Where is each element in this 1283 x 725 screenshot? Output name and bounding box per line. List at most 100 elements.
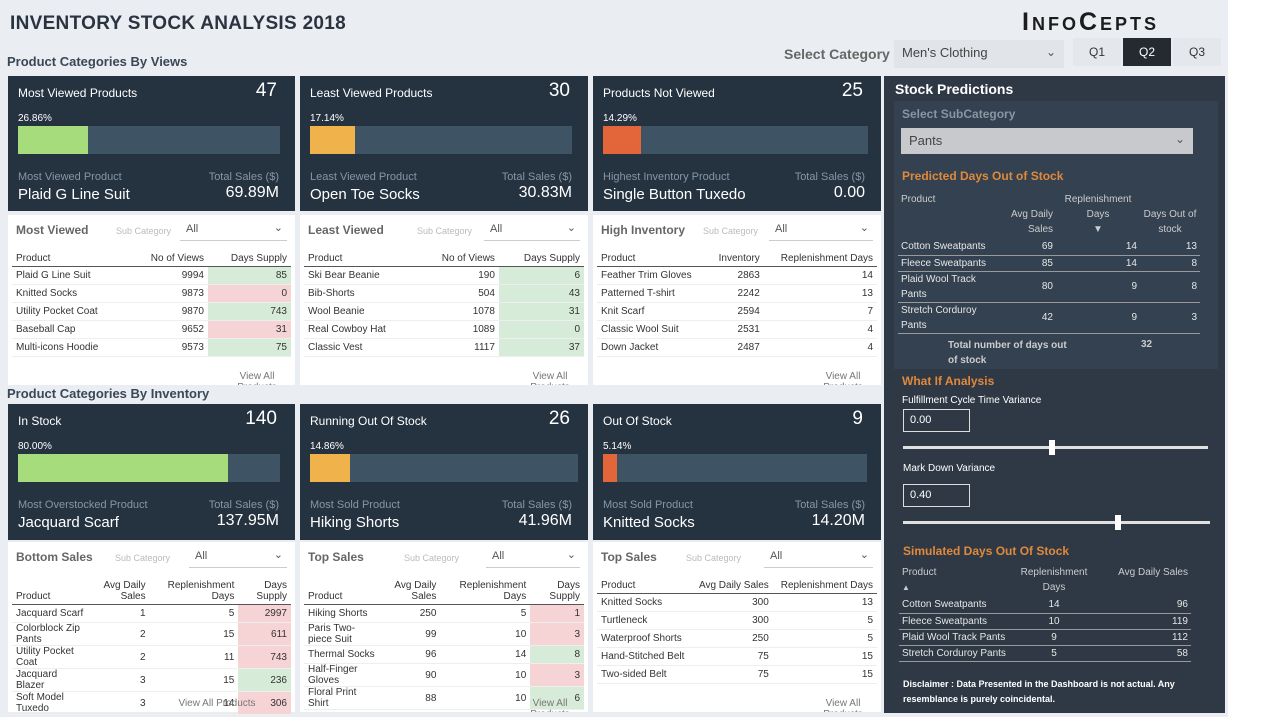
table-row[interactable]: Classic Vest 1117 37 bbox=[304, 338, 584, 357]
subcategory-dropdown[interactable]: Pants ⌄ bbox=[901, 128, 1193, 154]
col-header[interactable]: Product bbox=[12, 578, 92, 605]
table-row[interactable]: Stretch Corduroy Pants 5 58 bbox=[899, 645, 1191, 662]
col-header[interactable]: Replenishment Days bbox=[763, 251, 877, 267]
table-row[interactable]: Wool Beanie 1078 31 bbox=[304, 302, 584, 321]
col-header[interactable]: Product bbox=[304, 251, 418, 267]
table-row[interactable]: Down Jacket 2487 4 bbox=[597, 338, 877, 357]
sub-category-dropdown[interactable]: All ⌄ bbox=[769, 219, 873, 241]
chevron-down-icon: ⌄ bbox=[859, 222, 869, 234]
sub-category-dropdown[interactable]: All ⌄ bbox=[764, 546, 873, 568]
table-cell: 85 bbox=[207, 266, 291, 285]
table-row[interactable]: Classic Wool Suit 2531 4 bbox=[597, 320, 877, 339]
sub-category-dropdown[interactable]: All ⌄ bbox=[180, 219, 287, 241]
col-header[interactable]: Product bbox=[597, 251, 709, 267]
table-row[interactable]: Waterproof Shorts 250 5 bbox=[597, 629, 877, 648]
table-row[interactable]: Baseball Cap 9652 31 bbox=[12, 320, 291, 339]
table-row[interactable]: Jacquard Blazer 3 15 236 bbox=[12, 668, 291, 692]
table-row[interactable]: Plaid Wool Track Pants 80 9 8 bbox=[898, 271, 1200, 303]
table-row[interactable]: Colorblock Zip Pants 2 15 611 bbox=[12, 622, 291, 646]
col-header[interactable]: Replenishment Days bbox=[772, 578, 877, 594]
table-row[interactable]: Patterned T-shirt 2242 13 bbox=[597, 284, 877, 303]
col-header[interactable]: Product bbox=[597, 578, 692, 594]
col-header[interactable]: Days Supply bbox=[207, 251, 291, 267]
col-header[interactable]: Avg Daily Sales bbox=[91, 578, 150, 605]
markdown-slider[interactable] bbox=[903, 515, 1210, 530]
table-row[interactable]: Real Cowboy Hat 1089 0 bbox=[304, 320, 584, 339]
fulfillment-input[interactable]: 0.00 bbox=[903, 409, 970, 432]
table-cell: 85 bbox=[998, 255, 1056, 272]
table-row[interactable]: Utility Pocket Coat 9870 743 bbox=[12, 302, 291, 321]
table-row[interactable]: Half-Finger Gloves 90 10 3 bbox=[304, 663, 584, 687]
sub-category-dropdown[interactable]: All ⌄ bbox=[484, 219, 580, 241]
table-row[interactable]: Knitted Socks 300 13 bbox=[597, 593, 877, 612]
table-row[interactable]: Knitted Socks 9873 0 bbox=[12, 284, 291, 303]
table-row[interactable]: Knit Scarf 2594 7 bbox=[597, 302, 877, 321]
whatif-title: What If Analysis bbox=[902, 374, 995, 388]
table-row[interactable]: Ski Bear Beanie 190 6 bbox=[304, 266, 584, 285]
sub-category-dropdown[interactable]: All ⌄ bbox=[189, 546, 287, 568]
view-all-link[interactable]: View All Products bbox=[823, 371, 862, 385]
quarter-q1-button[interactable]: Q1 bbox=[1073, 38, 1121, 66]
table-cell: Hiking Shorts bbox=[304, 604, 381, 623]
col-header[interactable]: Replenishment Days bbox=[149, 578, 239, 605]
table-cell: 3 bbox=[1140, 302, 1200, 334]
total-days-value: 32 bbox=[1141, 339, 1153, 350]
col-header[interactable]: Replenishment Days bbox=[1020, 567, 1088, 593]
view-all-link[interactable]: View All Products bbox=[178, 698, 256, 709]
view-all-link[interactable]: View All Products bbox=[530, 371, 569, 385]
table-cell: Cotton Sweatpants bbox=[898, 239, 998, 256]
col-header[interactable]: Days Supply bbox=[498, 251, 584, 267]
table-row[interactable]: Hand-Stitched Belt 75 15 bbox=[597, 647, 877, 666]
table-cell: 9994 bbox=[128, 266, 208, 285]
table-row[interactable]: Jacquard Scarf 1 5 2997 bbox=[12, 604, 291, 623]
view-all-link[interactable]: View All Products bbox=[237, 371, 276, 385]
col-header[interactable]: Avg Daily Sales bbox=[1118, 567, 1188, 578]
col-header[interactable]: Inventory bbox=[708, 251, 764, 267]
table-cell: Soft Model Tuxedo bbox=[12, 691, 92, 715]
col-header[interactable]: Avg Daily Sales bbox=[380, 578, 441, 605]
view-all-link[interactable]: View All Products bbox=[530, 698, 569, 712]
col-header[interactable]: Days Supply bbox=[238, 578, 291, 605]
chevron-down-icon: ⌄ bbox=[859, 549, 869, 561]
col-header[interactable]: Days Out of stock bbox=[1143, 209, 1197, 235]
col-header[interactable]: Replenishment Days bbox=[440, 578, 531, 605]
table-row[interactable]: Plaid G Line Suit 9994 85 bbox=[12, 266, 291, 285]
col-header[interactable]: No of Views bbox=[128, 251, 208, 267]
quarter-q2-button[interactable]: Q2 bbox=[1123, 38, 1171, 66]
table-panel: High Inventory Sub Category All ⌄ Product… bbox=[593, 215, 881, 385]
table-row[interactable]: Floral Print Shirt 88 10 6 bbox=[304, 686, 584, 710]
table-row[interactable]: Feather Trim Gloves 2863 14 bbox=[597, 266, 877, 285]
table-row[interactable]: Paris Two-piece Suit 99 10 3 bbox=[304, 622, 584, 646]
col-header[interactable]: Avg Daily Sales bbox=[1010, 209, 1053, 235]
col-header[interactable]: Product bbox=[304, 578, 381, 605]
table-row[interactable]: Fleece Sweatpants 85 14 8 bbox=[898, 255, 1200, 272]
table-row[interactable]: Utility Pocket Coat 2 11 743 bbox=[12, 645, 291, 669]
table-row[interactable]: Stretch Corduroy Pants 42 9 3 bbox=[898, 302, 1200, 334]
table-row[interactable]: Cotton Sweatpants 14 96 bbox=[899, 597, 1191, 614]
category-dropdown[interactable]: Men's Clothing ⌄ bbox=[894, 40, 1064, 68]
fulfillment-slider[interactable] bbox=[903, 440, 1208, 455]
table-row[interactable]: Turtleneck 300 5 bbox=[597, 611, 877, 630]
table-row[interactable]: Cotton Sweatpants 69 14 13 bbox=[898, 239, 1200, 256]
col-header[interactable]: Product bbox=[12, 251, 129, 267]
markdown-input[interactable]: 0.40 bbox=[903, 484, 970, 507]
table-cell: 10 bbox=[440, 686, 531, 710]
sub-category-dropdown[interactable]: All ⌄ bbox=[486, 546, 580, 568]
col-header[interactable]: Days Supply bbox=[530, 578, 584, 605]
col-header[interactable]: No of Views bbox=[417, 251, 499, 267]
table-row[interactable]: Plaid Wool Track Pants 9 112 bbox=[899, 629, 1191, 646]
col-header[interactable]: Replenishment Days ▼ bbox=[1064, 194, 1132, 235]
table-row[interactable]: Hiking Shorts 250 5 1 bbox=[304, 604, 584, 623]
table-row[interactable]: Thermal Socks 96 14 8 bbox=[304, 645, 584, 664]
table-row[interactable]: Soft Model Tuxedo 3 14 306 bbox=[12, 691, 291, 715]
table-row[interactable]: Multi-icons Hoodie 9573 75 bbox=[12, 338, 291, 357]
quarter-q3-button[interactable]: Q3 bbox=[1173, 38, 1221, 66]
table-row[interactable]: Fleece Sweatpants 10 119 bbox=[899, 613, 1191, 630]
slider-handle[interactable] bbox=[1049, 440, 1056, 455]
table-row[interactable]: Two-sided Belt 75 15 bbox=[597, 665, 877, 684]
slider-handle[interactable] bbox=[1114, 515, 1121, 530]
table-row[interactable]: Bib-Shorts 504 43 bbox=[304, 284, 584, 303]
predicted-days-table: Product Avg Daily Sales Replenishment Da… bbox=[898, 190, 1200, 334]
col-header[interactable]: Avg Daily Sales bbox=[691, 578, 773, 594]
view-all-link[interactable]: View All Products bbox=[823, 698, 862, 712]
